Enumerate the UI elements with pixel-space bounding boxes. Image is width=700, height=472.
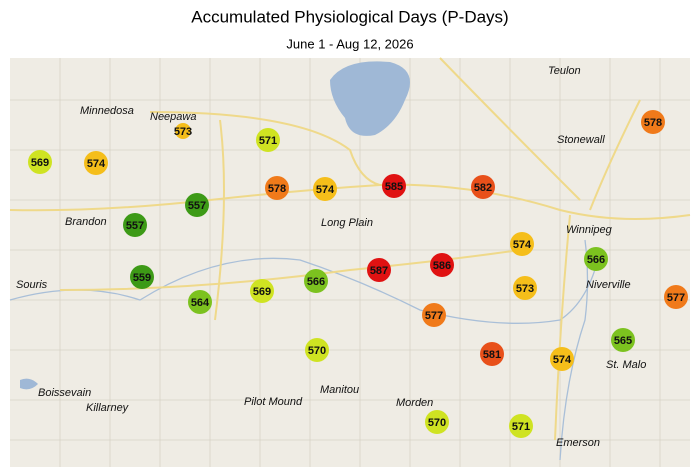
station-value: 574 bbox=[553, 354, 572, 366]
station-value: 578 bbox=[644, 117, 662, 129]
station-marker bbox=[513, 276, 537, 300]
station-marker bbox=[28, 150, 52, 174]
station-value: 574 bbox=[513, 239, 532, 251]
station-value: 570 bbox=[308, 345, 326, 357]
station-marker bbox=[611, 328, 635, 352]
station-marker bbox=[430, 253, 454, 277]
station-value: 574 bbox=[316, 184, 335, 196]
station-value: 566 bbox=[587, 254, 605, 266]
station-marker bbox=[84, 151, 108, 175]
station-marker bbox=[305, 338, 329, 362]
station-value: 587 bbox=[370, 265, 388, 277]
station-marker bbox=[422, 303, 446, 327]
station-marker bbox=[304, 269, 328, 293]
station-marker bbox=[382, 174, 406, 198]
station-value: 569 bbox=[253, 286, 271, 298]
place-label: Morden bbox=[396, 397, 433, 409]
place-label: Killarney bbox=[86, 402, 130, 414]
station-value: 586 bbox=[433, 260, 451, 272]
place-label: Brandon bbox=[65, 216, 107, 228]
subtitle: June 1 - Aug 12, 2026 bbox=[286, 36, 413, 51]
station-marker bbox=[509, 414, 533, 438]
title: Accumulated Physiological Days (P-Days) bbox=[191, 7, 508, 26]
station-marker bbox=[641, 110, 665, 134]
place-label: Winnipeg bbox=[566, 224, 613, 236]
station-marker bbox=[550, 347, 574, 371]
place-labels: Teulon Minnedosa Neepawa Stonewall Winni… bbox=[16, 65, 646, 449]
place-label: Pilot Mound bbox=[244, 396, 303, 408]
place-label: Manitou bbox=[320, 384, 359, 396]
station-value: 565 bbox=[614, 335, 632, 347]
station-value: 573 bbox=[516, 283, 534, 295]
station-value: 585 bbox=[385, 181, 403, 193]
station-marker bbox=[584, 247, 608, 271]
station-marker bbox=[130, 265, 154, 289]
place-label: Minnedosa bbox=[80, 105, 134, 117]
lake bbox=[20, 378, 38, 390]
station-marker bbox=[471, 175, 495, 199]
station-marker bbox=[664, 285, 688, 309]
place-label: Niverville bbox=[586, 279, 631, 291]
station-value: 573 bbox=[174, 126, 192, 138]
station-value: 577 bbox=[667, 292, 685, 304]
place-label: Neepawa bbox=[150, 111, 196, 123]
place-label: Boissevain bbox=[38, 387, 91, 399]
station-marker bbox=[185, 193, 209, 217]
station-marker bbox=[265, 176, 289, 200]
station-value: 566 bbox=[307, 276, 325, 288]
station-marker bbox=[256, 128, 280, 152]
place-label: Emerson bbox=[556, 437, 600, 449]
place-label: Long Plain bbox=[321, 217, 373, 229]
station-value: 570 bbox=[428, 417, 446, 429]
station-value: 557 bbox=[188, 200, 206, 212]
station-marker bbox=[480, 342, 504, 366]
place-label: St. Malo bbox=[606, 359, 646, 371]
station-value: 571 bbox=[512, 421, 530, 433]
station-value: 577 bbox=[425, 310, 443, 322]
station-value: 564 bbox=[191, 297, 210, 309]
station-value: 569 bbox=[31, 157, 49, 169]
station-value: 571 bbox=[259, 135, 277, 147]
station-value: 557 bbox=[126, 220, 144, 232]
station-value: 574 bbox=[87, 158, 106, 170]
station-marker bbox=[188, 290, 212, 314]
place-label: Souris bbox=[16, 279, 48, 291]
map: Teulon Minnedosa Neepawa Stonewall Winni… bbox=[9, 57, 691, 467]
stations: 569 574 573 571 557 557 578 574 585 582 578 574 566 5… bbox=[28, 110, 688, 438]
station-value: 582 bbox=[474, 182, 492, 194]
station-marker bbox=[250, 279, 274, 303]
station-marker bbox=[510, 232, 534, 256]
station-marker bbox=[425, 410, 449, 434]
station-value: 581 bbox=[483, 349, 501, 361]
lake bbox=[330, 61, 410, 136]
station-value: 578 bbox=[268, 183, 286, 195]
station-marker bbox=[175, 123, 191, 139]
place-label: Teulon bbox=[548, 65, 581, 77]
station-value: 559 bbox=[133, 272, 151, 284]
place-label: Stonewall bbox=[557, 134, 605, 146]
station-marker bbox=[367, 258, 391, 282]
station-marker bbox=[313, 177, 337, 201]
station-marker bbox=[123, 213, 147, 237]
